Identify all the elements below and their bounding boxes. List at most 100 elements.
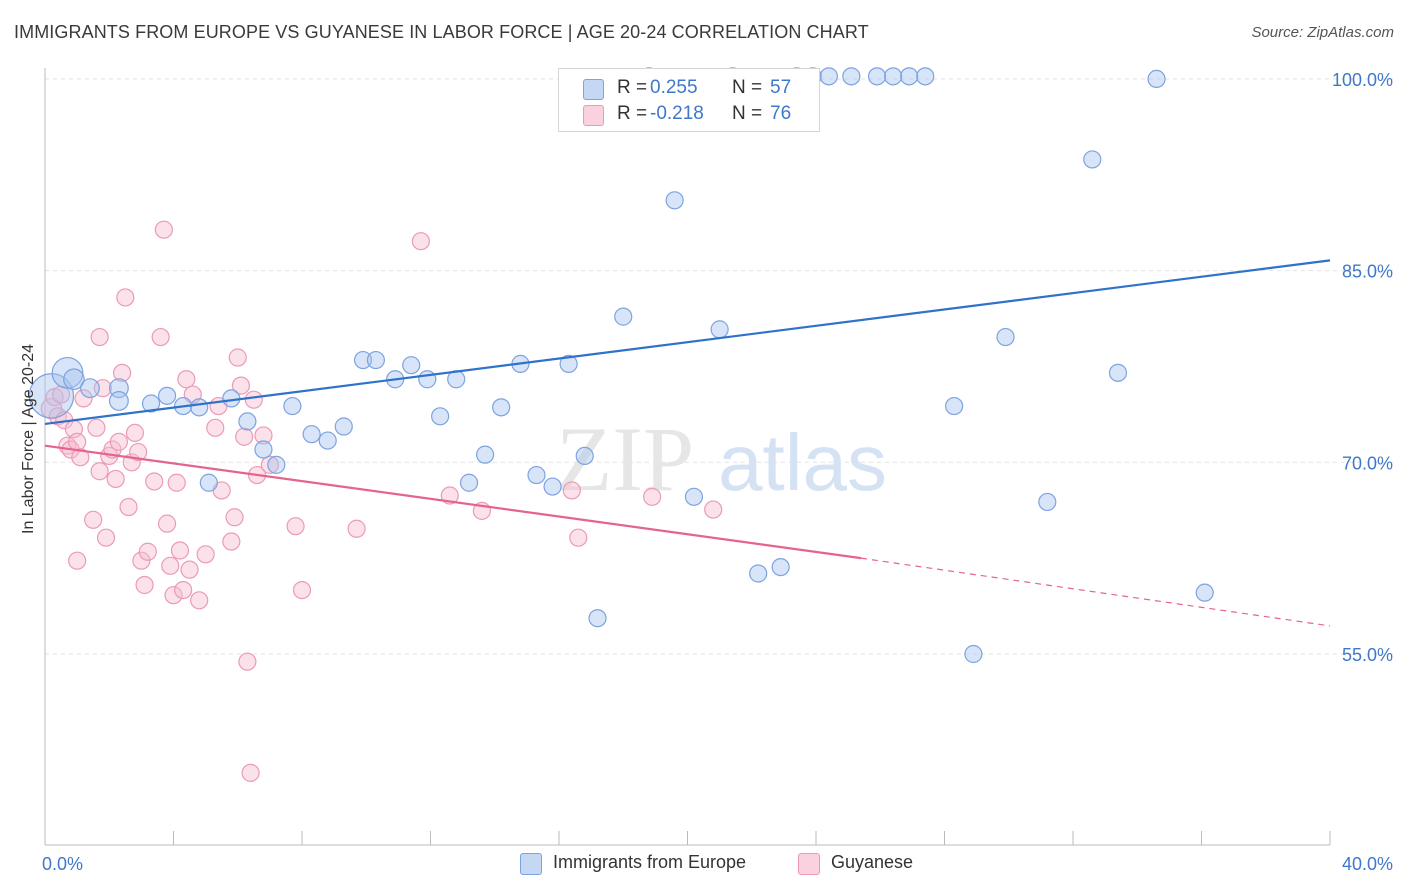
europe-point — [749, 564, 768, 583]
guyanese-point — [87, 418, 106, 437]
chart-title: IMMIGRANTS FROM EUROPE VS GUYANESE IN LA… — [14, 22, 869, 42]
legend-r-label: R = — [617, 103, 648, 124]
guyanese-point — [164, 586, 183, 605]
europe-point — [614, 307, 633, 326]
watermark-zip: ZIP — [556, 408, 694, 510]
europe-point — [108, 391, 129, 411]
europe-point — [283, 396, 302, 416]
europe-point — [945, 396, 964, 416]
europe-point — [431, 407, 450, 426]
guyanese-point — [132, 551, 151, 570]
europe-point — [900, 67, 919, 86]
europe-point — [1147, 69, 1166, 89]
europe-point — [819, 67, 838, 86]
correlation-legend: R = 0.255 N = 57 R = -0.218 N = 76 — [558, 68, 820, 132]
europe-point — [867, 67, 887, 86]
bottom-legend-label-europe: Immigrants from Europe — [553, 852, 747, 872]
europe-point — [527, 465, 546, 485]
guyanese-point — [222, 532, 241, 551]
guyanese-point — [177, 370, 196, 389]
europe-point — [366, 350, 385, 370]
guyanese-point — [154, 220, 173, 239]
x-tick-label: 0.0% — [42, 854, 83, 874]
guyanese-point — [135, 575, 154, 595]
guyanese-point — [112, 363, 132, 382]
guyanese-point — [235, 427, 254, 446]
europe-point — [842, 67, 861, 86]
europe-point — [80, 378, 100, 399]
guyanese-point — [190, 591, 209, 610]
europe-point — [353, 350, 373, 370]
guyanese-point — [74, 389, 93, 408]
guyanese-point — [180, 560, 199, 579]
europe-point — [559, 354, 578, 373]
europe-point — [141, 394, 161, 413]
europe-point — [302, 425, 321, 444]
y-tick-label: 70.0% — [1342, 453, 1393, 473]
legend-r-value: 0.255 — [650, 77, 698, 98]
guyanese-point — [138, 542, 157, 561]
bottom-legend-swatch-guyanese — [798, 853, 820, 875]
guyanese-point — [71, 448, 90, 467]
guyanese-point — [244, 390, 263, 409]
europe-point — [710, 320, 729, 339]
europe-point — [402, 356, 421, 375]
legend-n-label: N = — [732, 77, 763, 98]
guyanese-point — [643, 487, 662, 506]
legend-swatch-europe — [583, 79, 604, 100]
europe-point — [996, 327, 1015, 347]
guyanese-point — [254, 426, 273, 445]
guyanese-trend-line — [44, 444, 862, 560]
bottom-legend-swatch-europe — [520, 853, 542, 875]
europe-point — [199, 473, 218, 492]
guyanese-point — [260, 455, 279, 474]
europe-point — [1038, 492, 1057, 512]
guyanese-point — [90, 327, 109, 347]
guyanese-point — [116, 288, 135, 307]
x-tick-label: 40.0% — [1342, 854, 1393, 874]
europe-point — [63, 368, 85, 391]
guyanese-trend-extension — [860, 557, 1331, 627]
guyanese-point — [228, 348, 247, 367]
legend-swatch-guyanese — [583, 105, 604, 126]
europe-point — [459, 473, 479, 492]
y-tick-label: 55.0% — [1342, 645, 1393, 665]
guyanese-point — [106, 469, 125, 489]
source-label: Source: ZipAtlas.com — [1251, 24, 1394, 41]
guyanese-point — [704, 500, 723, 519]
europe-point — [492, 398, 511, 417]
europe-point — [28, 373, 75, 419]
grid-lines — [45, 78, 1395, 655]
guyanese-point — [151, 327, 170, 347]
legend-n-label: N = — [732, 103, 763, 124]
legend-r-label: R = — [617, 77, 648, 98]
guyanese-point — [562, 481, 581, 500]
europe-point — [964, 644, 983, 664]
europe-point — [543, 477, 562, 496]
guyanese-point — [231, 376, 251, 395]
legend-n-value: 57 — [770, 77, 792, 98]
europe-point — [190, 398, 209, 417]
europe-points — [28, 67, 1214, 664]
watermark: ZIP atlas — [556, 408, 887, 510]
europe-point — [665, 191, 684, 210]
europe-trend-line — [44, 259, 1331, 426]
tick-labels: 55.0% 70.0% 85.0% 100.0% 0.0% 40.0% — [42, 70, 1393, 874]
guyanese-points — [40, 220, 723, 782]
guyanese-point — [84, 510, 103, 529]
bottom-legend-label-guyanese: Guyanese — [831, 852, 914, 872]
europe-point — [476, 445, 495, 464]
europe-point — [575, 446, 594, 466]
legend-n-value: 76 — [770, 103, 792, 124]
europe-point — [334, 417, 353, 436]
guyanese-point — [347, 519, 366, 538]
legend-r-value: -0.218 — [650, 103, 704, 124]
guyanese-point — [569, 528, 588, 547]
guyanese-point — [167, 473, 186, 492]
guyanese-point — [96, 528, 116, 547]
watermark-atlas: atlas — [718, 418, 887, 507]
guyanese-point — [68, 432, 87, 451]
europe-point — [238, 412, 257, 431]
europe-point — [771, 557, 790, 577]
